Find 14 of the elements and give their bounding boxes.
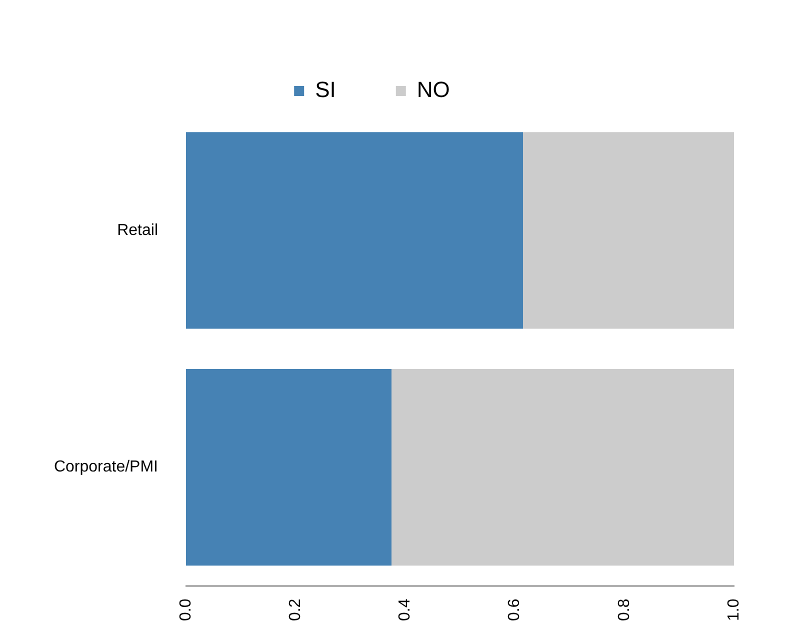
x-tick-label: 0.4 — [396, 598, 414, 622]
bar — [523, 132, 734, 329]
legend-label: NO — [416, 77, 450, 102]
bar — [186, 132, 524, 329]
legend-label: SI — [315, 77, 336, 102]
y-tick-label: Corporate/PMI — [54, 458, 158, 476]
x-tick-label: 0.0 — [177, 598, 194, 622]
x-tick-label: 1.0 — [725, 598, 742, 622]
bar — [186, 369, 392, 566]
x-tick-label: 0.8 — [616, 598, 633, 622]
x-tick-label: 0.2 — [287, 598, 304, 622]
y-tick-label: Retail — [117, 222, 158, 239]
bar — [392, 369, 734, 566]
x-tick-label: 0.6 — [506, 598, 524, 622]
